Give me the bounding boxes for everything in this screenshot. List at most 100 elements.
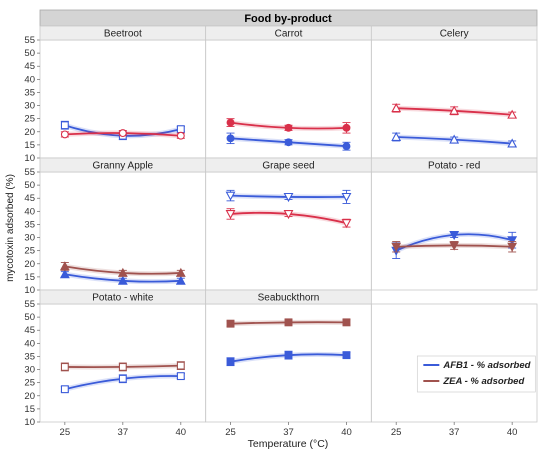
- data-point: [175, 275, 186, 285]
- y-tick-label: 45: [24, 325, 35, 336]
- y-tick-label: 30: [24, 101, 35, 112]
- data-point: [507, 242, 518, 252]
- data-point: [342, 318, 351, 327]
- y-tick-label: 10: [24, 417, 35, 428]
- x-tick-label: 37: [118, 427, 129, 438]
- data-point: [60, 130, 69, 139]
- x-tick-label: 25: [391, 427, 402, 438]
- data-point: [117, 267, 128, 277]
- data-point: [118, 362, 127, 371]
- x-tick-label: 37: [283, 427, 294, 438]
- y-tick-label: 50: [24, 180, 35, 191]
- data-point: [507, 236, 518, 246]
- panel-title: Seabuckthorn: [258, 293, 320, 304]
- y-tick-label: 55: [24, 299, 35, 310]
- data-point: [176, 131, 185, 140]
- data-point: [60, 121, 69, 130]
- data-point: [284, 138, 293, 147]
- data-point: [117, 275, 128, 285]
- panel-title: Potato - white: [92, 293, 154, 304]
- data-point: [176, 361, 185, 370]
- data-point: [342, 142, 351, 151]
- data-point: [60, 385, 69, 394]
- series-group: [225, 189, 352, 204]
- data-point: [284, 123, 293, 132]
- y-tick-label: 10: [24, 153, 35, 164]
- y-tick-label: 30: [24, 365, 35, 376]
- legend-label: AFB1 - % adsorbed: [442, 360, 530, 371]
- data-point: [507, 109, 518, 119]
- y-tick-label: 40: [24, 74, 35, 85]
- y-tick-label: 50: [24, 312, 35, 323]
- series-group: [391, 241, 518, 253]
- panel: Grape seed: [205, 157, 372, 229]
- legend-label: ZEA - % adsorbed: [442, 376, 524, 387]
- data-point: [175, 267, 186, 277]
- data-point: [59, 269, 70, 279]
- data-point: [342, 351, 351, 360]
- y-tick-label: 35: [24, 219, 35, 230]
- panel: Potato - white: [39, 289, 207, 394]
- data-point: [342, 123, 351, 132]
- data-point: [449, 105, 460, 115]
- series-group: [59, 261, 186, 277]
- y-tick-label: 45: [24, 61, 35, 72]
- panel-title: Granny Apple: [93, 161, 154, 172]
- y-tick-label: 40: [24, 206, 35, 217]
- data-point: [283, 210, 294, 220]
- data-point: [391, 131, 402, 141]
- data-point: [226, 118, 235, 127]
- series-group: [225, 208, 352, 229]
- y-tick-label: 30: [24, 233, 35, 244]
- x-tick-label: 37: [449, 427, 460, 438]
- data-point: [176, 372, 185, 381]
- data-point: [391, 242, 402, 252]
- panels-layer: 10 15 20 25 30 35 40 45 50 55 10 15 20 25 30 35 40 45 50 55…: [24, 25, 538, 438]
- y-tick-label: 35: [24, 87, 35, 98]
- panel-title-strip: [370, 157, 538, 173]
- data-point: [284, 318, 293, 327]
- series-group: [60, 129, 185, 140]
- y-tick-label: 20: [24, 259, 35, 270]
- y-tick-label: 15: [24, 404, 35, 415]
- series-group: [226, 350, 351, 367]
- series-group: [226, 118, 351, 134]
- x-axis-label: Temperature (°C): [248, 438, 329, 450]
- data-point: [59, 261, 70, 271]
- y-tick-label: 20: [24, 127, 35, 138]
- x-tick-label: 40: [176, 427, 187, 438]
- panel-title: Carrot: [275, 29, 303, 40]
- data-point: [226, 319, 235, 328]
- x-tick-label: 25: [60, 427, 71, 438]
- panel: Seabuckthorn: [205, 289, 372, 367]
- series-group: [226, 318, 351, 328]
- data-point: [226, 134, 235, 143]
- y-tick-label: 35: [24, 351, 35, 362]
- panel-title: Celery: [440, 29, 469, 40]
- data-point: [118, 129, 127, 138]
- data-point: [118, 374, 127, 383]
- data-point: [226, 357, 235, 366]
- data-point: [225, 210, 236, 220]
- panel-title-strip: [370, 25, 538, 41]
- y-axis-label: mycotoxin adsorbed (%): [5, 174, 16, 282]
- y-tick-label: 55: [24, 35, 35, 46]
- y-tick-label: 15: [24, 272, 35, 283]
- y-tick-label: 25: [24, 378, 35, 389]
- legend: AFB1 - % adsorbed ZEA - % adsorbed: [416, 355, 536, 393]
- series-group: [391, 103, 518, 119]
- panel: Celery: [370, 25, 538, 148]
- panel-title: Beetroot: [104, 29, 142, 40]
- panel: Carrot: [205, 25, 372, 151]
- y-tick-label: 20: [24, 391, 35, 402]
- data-point: [449, 134, 460, 144]
- panel-title-strip: [205, 289, 372, 305]
- series-group: [391, 131, 518, 148]
- y-tick-label: 25: [24, 246, 35, 257]
- panel-title: Potato - red: [428, 161, 480, 172]
- panel-title: Grape seed: [262, 161, 314, 172]
- legend-box: [416, 355, 536, 393]
- data-point: [176, 125, 185, 134]
- x-tick-label: 25: [225, 427, 236, 438]
